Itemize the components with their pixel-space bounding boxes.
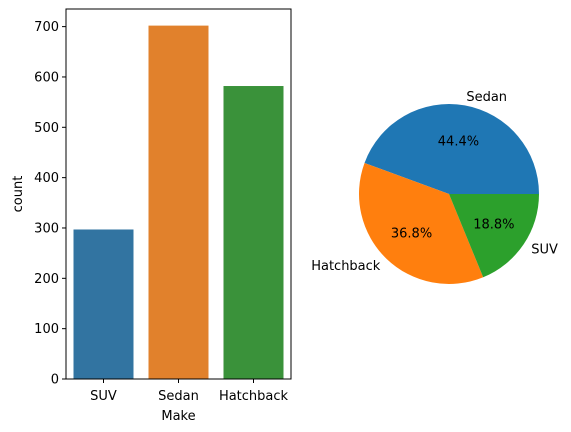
y-tick-label: 700 (34, 20, 59, 35)
pie-labels: Sedan 44.4% Hatchback 36.8% SUV 18.8% (311, 90, 558, 274)
bar-chart: 0 100 200 300 400 500 600 700 SUV Sedan Hatchback… (11, 8, 292, 424)
y-tick-label: 300 (34, 221, 59, 236)
y-tick-label: 200 (34, 272, 59, 287)
bar-hatchback (223, 86, 284, 379)
plot-frame (65, 8, 292, 380)
y-axis-ticks: 0 100 200 300 400 500 600 700 (34, 20, 66, 388)
bar-suv (73, 229, 134, 379)
pie-percent-label: 36.8% (391, 226, 432, 241)
bar-sedan (148, 25, 209, 380)
x-tick-label: SUV (90, 389, 117, 404)
pie-slice-hatchback (358, 162, 484, 285)
pie-percent-label: 18.8% (473, 218, 514, 233)
pie-label: SUV (531, 243, 558, 258)
pie-slices (358, 103, 539, 285)
y-axis-label: count (11, 176, 26, 213)
pie-label: Sedan (466, 90, 507, 105)
y-tick-label: 0 (51, 373, 59, 388)
y-tick-label: 100 (34, 322, 59, 337)
pie-slice-sedan (364, 103, 539, 194)
y-tick-label: 500 (34, 121, 59, 136)
x-tick-label: Sedan (158, 389, 199, 404)
pie-percent-label: 44.4% (438, 134, 479, 149)
x-tick-label: Hatchback (219, 389, 289, 404)
y-tick-label: 400 (34, 171, 59, 186)
y-tick-label: 600 (34, 70, 59, 85)
pie-slice-suv (449, 194, 539, 278)
pie-chart: Sedan 44.4% Hatchback 36.8% SUV 18.8% (311, 90, 558, 285)
bar-series (73, 25, 284, 380)
x-axis-label: Make (161, 409, 195, 424)
x-axis-ticks: SUV Sedan Hatchback (90, 379, 289, 404)
pie-label: Hatchback (311, 259, 381, 274)
